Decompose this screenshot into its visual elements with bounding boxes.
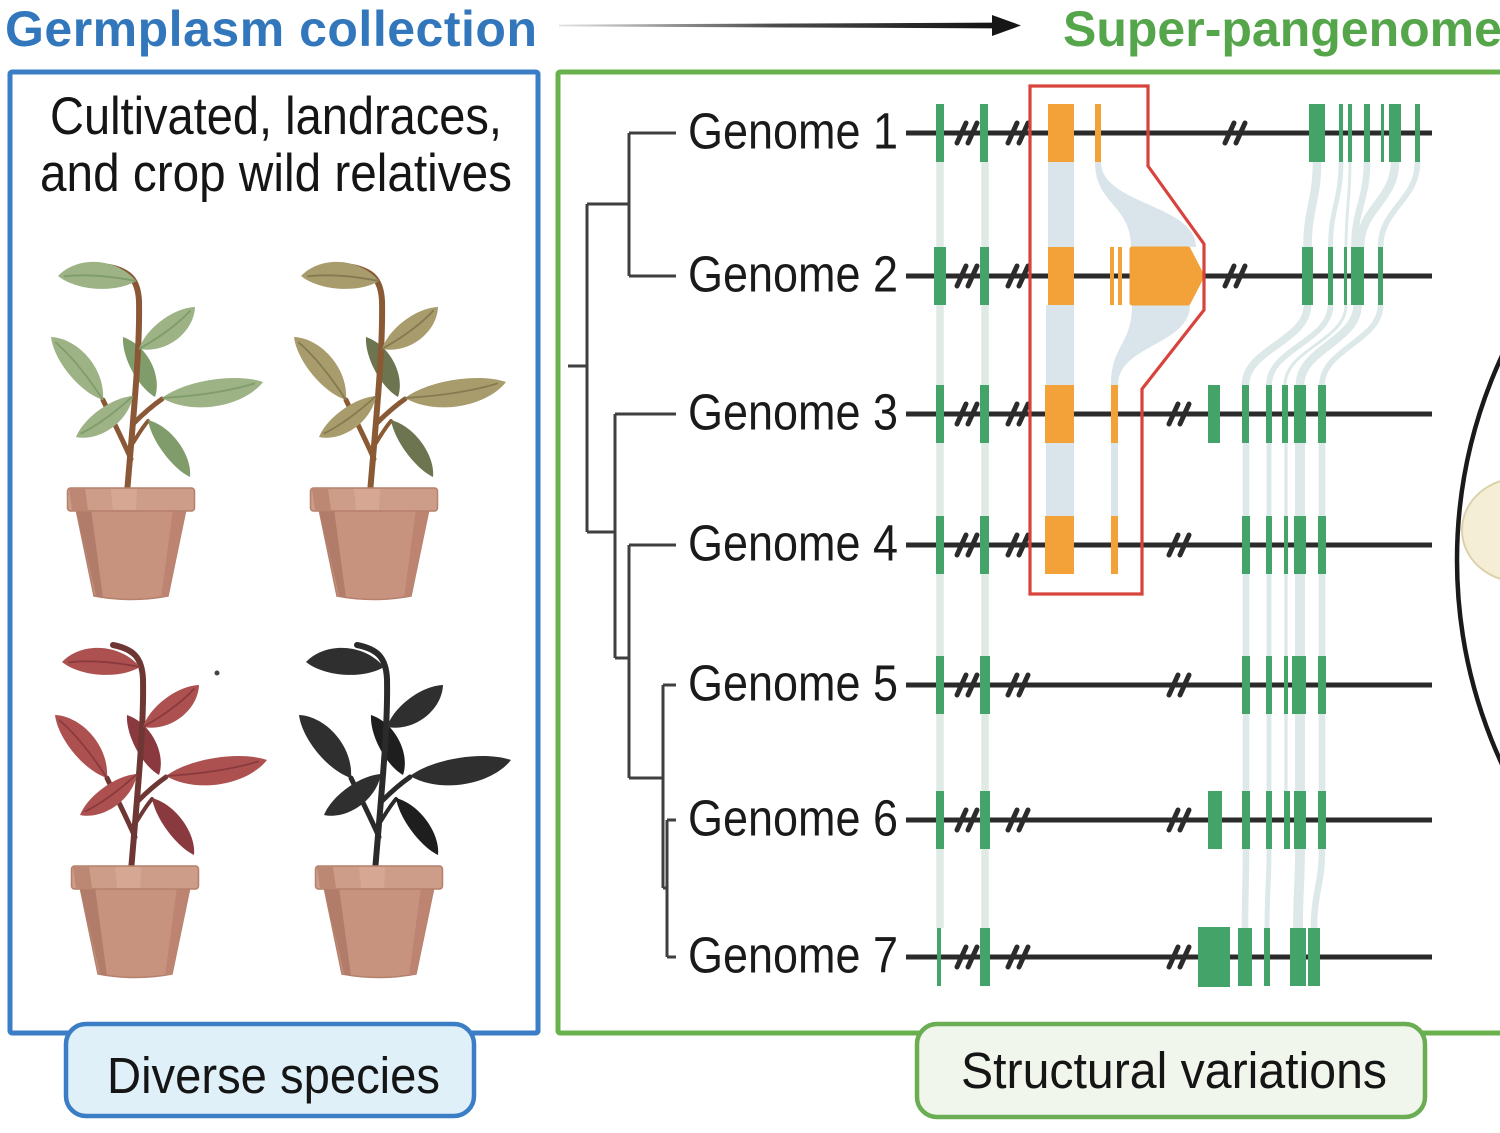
svg-text:Genome 2: Genome 2 <box>688 246 898 303</box>
svg-text:Genome 7: Genome 7 <box>688 927 898 984</box>
svg-text:Super-pangenome: Super-pangenome <box>1063 1 1500 57</box>
svg-text:Genome 4: Genome 4 <box>688 515 898 572</box>
svg-text:Germplasm collection: Germplasm collection <box>5 1 537 57</box>
svg-text:Cultivated, landraces,: Cultivated, landraces, <box>50 87 502 146</box>
svg-text:Diverse species: Diverse species <box>107 1047 440 1104</box>
svg-text:Genome 1: Genome 1 <box>688 103 898 160</box>
svg-text:Genome 5: Genome 5 <box>688 655 898 712</box>
svg-text:Structural variations: Structural variations <box>961 1042 1387 1099</box>
svg-text:Genome 3: Genome 3 <box>688 384 898 441</box>
svg-text:and crop wild relatives: and crop wild relatives <box>40 144 512 203</box>
svg-text:Genome 6: Genome 6 <box>688 790 898 847</box>
